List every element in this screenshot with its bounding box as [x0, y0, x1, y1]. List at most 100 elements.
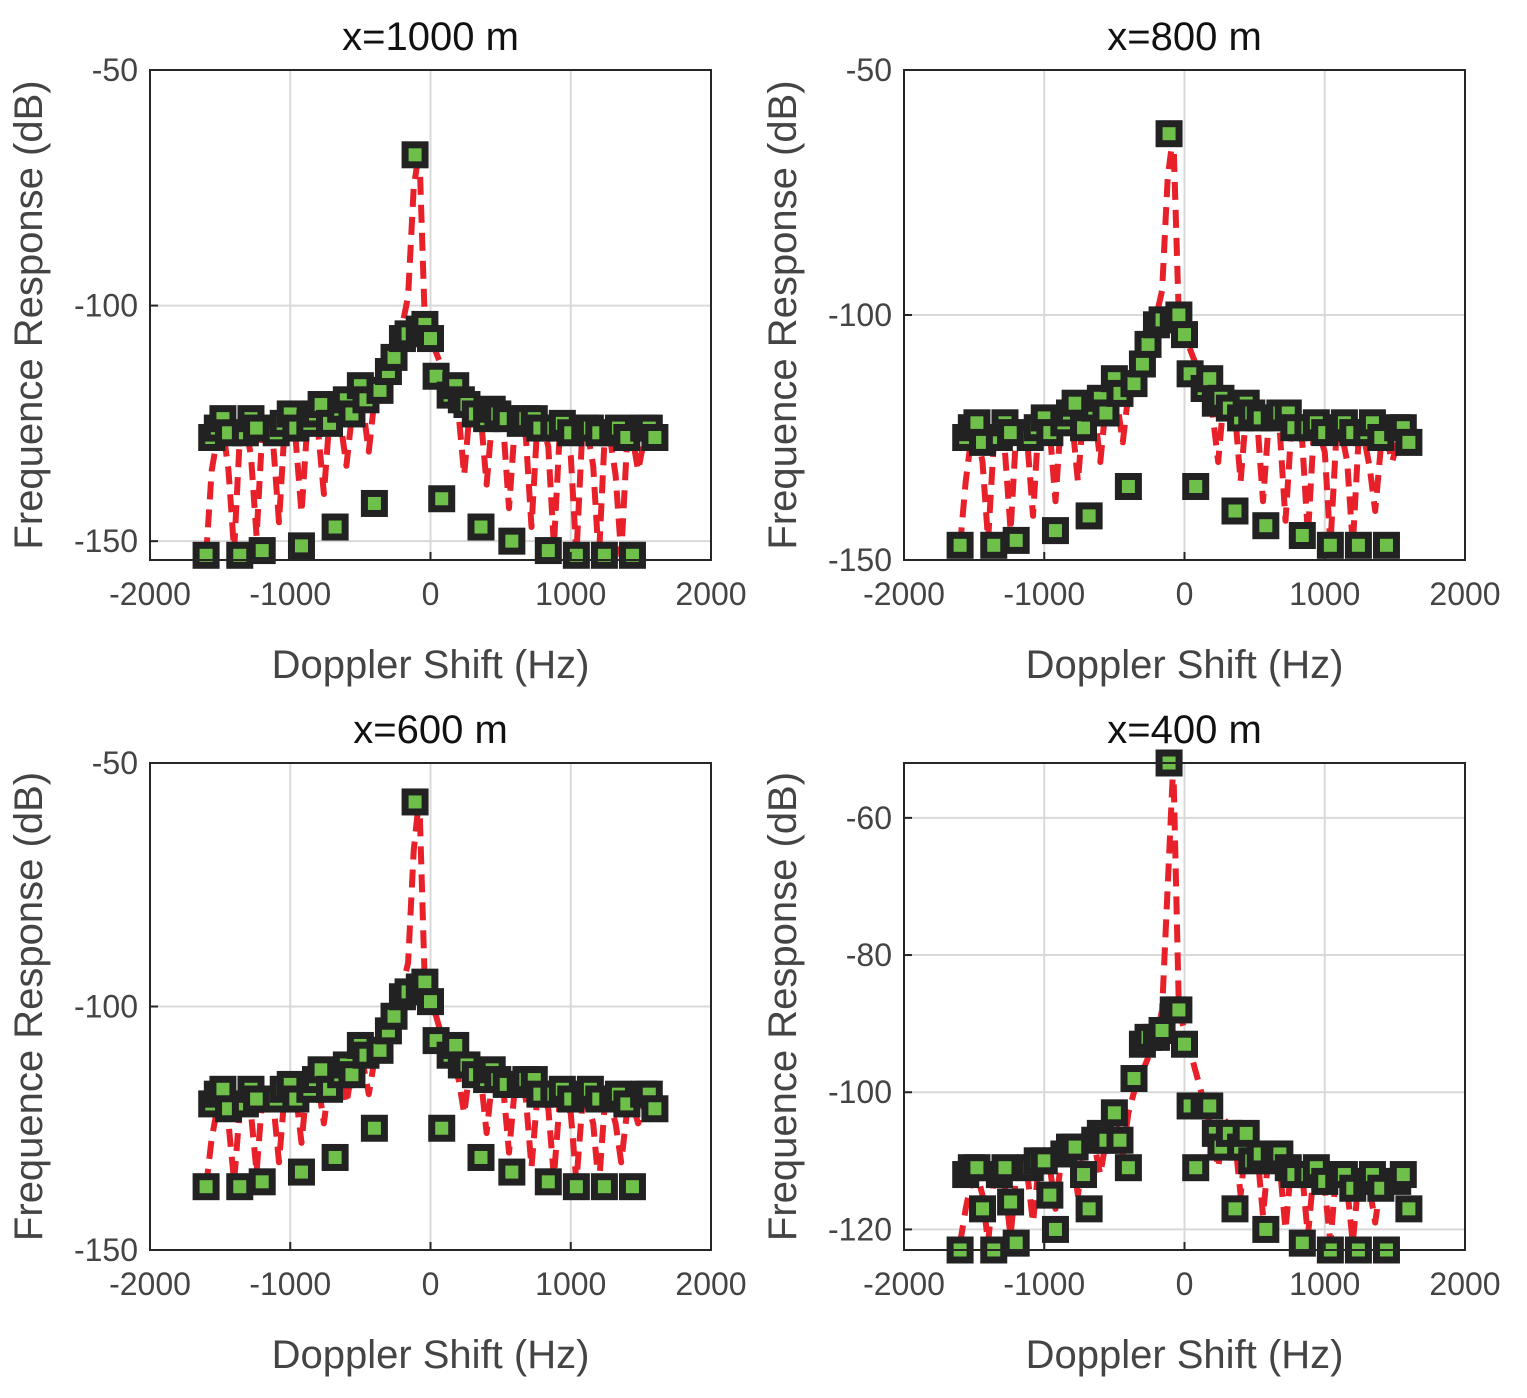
marker-center [629, 552, 636, 559]
marker-center [1290, 424, 1297, 431]
marker-center [1116, 390, 1123, 397]
data-marker [417, 325, 444, 353]
chart-panel-3: -2000 -1000 0 1000 2000 -50 -100 -150 x=600 m Dop… [7, 708, 747, 1377]
data-marker [1002, 526, 1030, 554]
data-marker [562, 541, 590, 569]
data-marker [226, 1173, 254, 1201]
x-axis-label: Doppler Shift (Hz) [1026, 1333, 1344, 1377]
data-layer [946, 749, 1423, 1264]
y-tick-label: -120 [828, 1211, 892, 1247]
marker-center [1145, 341, 1152, 348]
data-marker [1114, 1154, 1142, 1182]
marker-center [225, 1105, 232, 1112]
marker-center [1175, 1006, 1182, 1013]
marker-center [1046, 1192, 1053, 1199]
marker-center [1400, 424, 1407, 431]
marker-center [1321, 429, 1328, 436]
marker-center [259, 547, 266, 554]
marker-center [651, 434, 658, 441]
marker-center [219, 1086, 226, 1093]
y-tick-label: -150 [74, 1232, 138, 1268]
marker-center [979, 439, 986, 446]
data-marker [1120, 370, 1148, 398]
marker-center [1175, 312, 1182, 318]
data-marker [1232, 1119, 1260, 1147]
marker-center [348, 1071, 355, 1078]
y-tick-label: -60 [846, 800, 892, 836]
marker-center [1341, 1171, 1348, 1178]
marker-center [357, 382, 364, 389]
marker-center [1262, 522, 1269, 529]
data-marker [192, 1173, 220, 1201]
marker-center [973, 419, 980, 426]
data-marker [1372, 531, 1400, 559]
marker-center [332, 524, 339, 531]
data-marker [248, 1168, 276, 1196]
data-marker [1148, 1017, 1176, 1045]
marker-center [573, 552, 580, 559]
marker-center [292, 425, 299, 432]
marker-center [1257, 414, 1264, 421]
data-marker [428, 1114, 456, 1142]
marker-center [438, 495, 445, 502]
marker-center [318, 401, 325, 408]
marker-center [1243, 1130, 1250, 1137]
chart-panel-4: -2000 -1000 0 1000 2000 -60 -80 -100 -120 x=400 m… [761, 708, 1501, 1377]
marker-center [236, 1183, 243, 1190]
marker-center [477, 1154, 484, 1161]
x-tick-label: 1000 [1289, 1266, 1360, 1302]
marker-center [1313, 1164, 1320, 1171]
marker-center [1086, 512, 1093, 519]
marker-center [1080, 424, 1087, 431]
marker-center [1285, 410, 1292, 416]
marker-center [646, 1091, 653, 1098]
data-marker [226, 541, 254, 569]
marker-center [1262, 1226, 1269, 1233]
marker-center [503, 1081, 510, 1088]
data-marker [417, 988, 444, 1016]
marker-center [1226, 1130, 1233, 1137]
data-marker [498, 527, 526, 555]
marker-center [203, 1183, 210, 1190]
data-marker [192, 541, 220, 569]
marker-center [1192, 483, 1199, 490]
y-tick-label: -150 [74, 523, 138, 559]
y-tick-label: -100 [828, 297, 892, 333]
marker-center [1072, 1144, 1079, 1151]
marker-center [545, 547, 552, 554]
marker-center [377, 1047, 384, 1054]
y-tick-label: -50 [92, 52, 138, 88]
chart-panel-2: -2000 -1000 0 1000 2000 -50 -100 -150 x=800 m Dop… [761, 15, 1501, 687]
x-tick-label: -2000 [863, 576, 945, 612]
marker-center [1231, 1205, 1238, 1212]
data-marker [1075, 1195, 1103, 1223]
x-tick-label: 0 [422, 1266, 440, 1302]
data-marker [1041, 517, 1069, 545]
data-marker [401, 141, 429, 169]
x-tick-label: 2000 [1429, 576, 1500, 612]
x-tick-label: -1000 [1003, 576, 1085, 612]
marker-center [1111, 375, 1118, 382]
marker-center [1299, 532, 1306, 539]
data-marker [562, 1173, 590, 1201]
marker-center [219, 415, 226, 422]
chart-title: x=600 m [353, 708, 508, 752]
marker-center [1405, 439, 1412, 446]
data-marker [1092, 399, 1120, 427]
data-marker [360, 489, 388, 517]
marker-center [287, 410, 294, 417]
marker-center [326, 420, 333, 427]
x-tick-label: 0 [1176, 576, 1194, 612]
marker-center [477, 524, 484, 531]
marker-center [298, 542, 305, 549]
marker-center [385, 368, 392, 375]
y-tick-label: -150 [828, 542, 892, 578]
x-tick-label: 0 [422, 576, 440, 612]
x-axis-label: Doppler Shift (Hz) [1026, 643, 1344, 687]
marker-center [1007, 429, 1014, 436]
data-marker [321, 1143, 349, 1171]
marker-center [651, 1105, 658, 1112]
data-marker [1120, 1065, 1148, 1093]
data-marker [641, 424, 669, 451]
